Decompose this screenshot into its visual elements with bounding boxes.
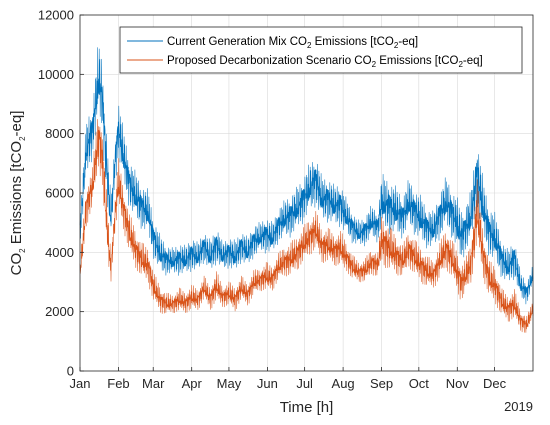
x-tick-label: Jun xyxy=(257,376,278,391)
x-tick-label: Aug xyxy=(332,376,355,391)
x-tick-label: Dec xyxy=(483,376,507,391)
x-tick-label: Apr xyxy=(182,376,203,391)
legend: Current Generation Mix CO2 Emissions [tC… xyxy=(119,26,523,74)
y-axis-label-co: CO xyxy=(8,253,25,276)
y-axis-label-sub: 2 xyxy=(18,248,27,253)
series-layer xyxy=(79,47,534,333)
x-tick-label: Sep xyxy=(370,376,393,391)
x-tick-label: Nov xyxy=(446,376,470,391)
x-tick-label: Jan xyxy=(70,376,91,391)
y-axis-ticks: 0 2000 4000 6000 8000 10000 12000 xyxy=(38,8,84,379)
x-axis-ticks: Jan Feb Mar Apr May Jun Jul Aug Sep Oct Nov Dec xyxy=(70,367,507,391)
y-tick-label: 10000 xyxy=(38,67,74,82)
legend-box xyxy=(119,26,523,74)
y-axis-label-sub2: 2 xyxy=(18,136,27,141)
year-label: 2019 xyxy=(504,399,533,414)
y-tick-label: 8000 xyxy=(45,126,74,141)
x-tick-label: Feb xyxy=(107,376,129,391)
y-axis-label-rest: Emissions [tCO xyxy=(8,141,25,249)
legend-label-proposed: Proposed Decarbonization Scenario CO2 Em… xyxy=(167,55,483,69)
x-tick-label: May xyxy=(217,376,242,391)
x-axis-label: Time [h] xyxy=(280,399,334,416)
x-tick-label: Jul xyxy=(296,376,313,391)
y-tick-label: 6000 xyxy=(45,186,74,201)
y-tick-label: 4000 xyxy=(45,245,74,260)
y-tick-label: 0 xyxy=(67,364,74,379)
y-axis-label-end: -eq] xyxy=(8,111,25,137)
y-axis-label: CO2 Emissions [tCO2-eq] xyxy=(8,111,27,276)
legend-label-current: Current Generation Mix CO2 Emissions [tC… xyxy=(167,36,418,50)
series-line-0 xyxy=(79,47,534,305)
x-tick-label: Oct xyxy=(409,376,430,391)
series-line-1 xyxy=(79,119,534,333)
y-tick-label: 2000 xyxy=(45,304,74,319)
y-tick-label: 12000 xyxy=(38,8,74,23)
x-tick-label: Mar xyxy=(142,376,165,391)
